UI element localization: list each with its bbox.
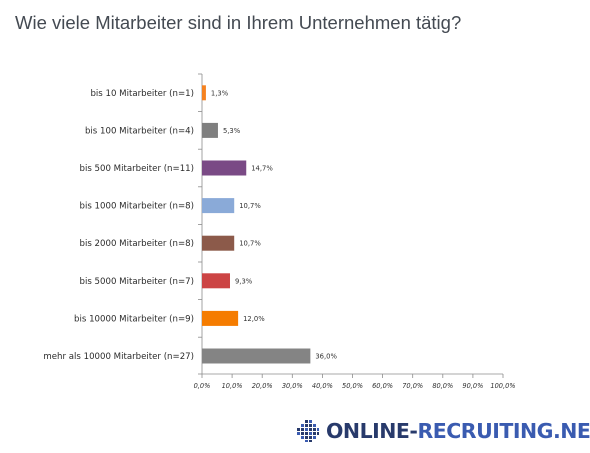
x-tick-label: 40,0% — [312, 382, 333, 390]
x-tick-label: 10,0% — [222, 382, 243, 390]
category-label: bis 5000 Mitarbeiter (n=7) — [80, 277, 195, 287]
data-label: 10,7% — [239, 240, 261, 248]
category-label: bis 2000 Mitarbeiter (n=8) — [80, 239, 195, 249]
data-label: 36,0% — [315, 353, 337, 361]
x-tick-label: 30,0% — [282, 382, 303, 390]
x-tick-label: 80,0% — [432, 382, 453, 390]
data-label: 9,3% — [235, 277, 253, 285]
category-label: bis 10000 Mitarbeiter (n=9) — [74, 314, 194, 324]
bar — [202, 235, 235, 251]
bar — [202, 348, 311, 364]
logo-text-recruiting: RECRUITING.NET — [417, 418, 590, 443]
page-title: Wie viele Mitarbeiter sind in Ihrem Unte… — [15, 12, 462, 33]
online-recruiting-logo: ONLINE-RECRUITING.NET — [296, 418, 590, 444]
category-label: bis 10 Mitarbeiter (n=1) — [90, 89, 194, 99]
data-label: 5,3% — [223, 127, 241, 135]
bar — [202, 198, 235, 214]
data-label: 1,3% — [211, 89, 229, 97]
bar — [202, 122, 218, 138]
x-tick-label: 50,0% — [342, 382, 363, 390]
logo-text-online: ONLINE- — [326, 418, 418, 443]
bar — [202, 310, 239, 326]
category-label: mehr als 10000 Mitarbeiter (n=27) — [43, 352, 194, 362]
data-label: 12,0% — [243, 315, 265, 323]
category-label: bis 1000 Mitarbeiter (n=8) — [80, 202, 195, 212]
x-tick-label: 0,0% — [194, 382, 211, 390]
x-tick-label: 20,0% — [252, 382, 273, 390]
x-tick-label: 70,0% — [402, 382, 423, 390]
x-tick-label: 90,0% — [462, 382, 483, 390]
data-label: 10,7% — [239, 202, 261, 210]
category-label: bis 500 Mitarbeiter (n=11) — [80, 164, 195, 174]
dotted-square-logo-icon — [297, 420, 319, 442]
data-label: 14,7% — [251, 165, 273, 173]
bar — [202, 160, 247, 176]
x-tick-label: 60,0% — [372, 382, 393, 390]
bar — [202, 85, 206, 101]
logo-text: ONLINE-RECRUITING.NET — [326, 421, 590, 442]
category-label: bis 100 Mitarbeiter (n=4) — [85, 126, 194, 136]
x-tick-label: 100,0% — [490, 382, 515, 390]
bar — [202, 273, 230, 289]
